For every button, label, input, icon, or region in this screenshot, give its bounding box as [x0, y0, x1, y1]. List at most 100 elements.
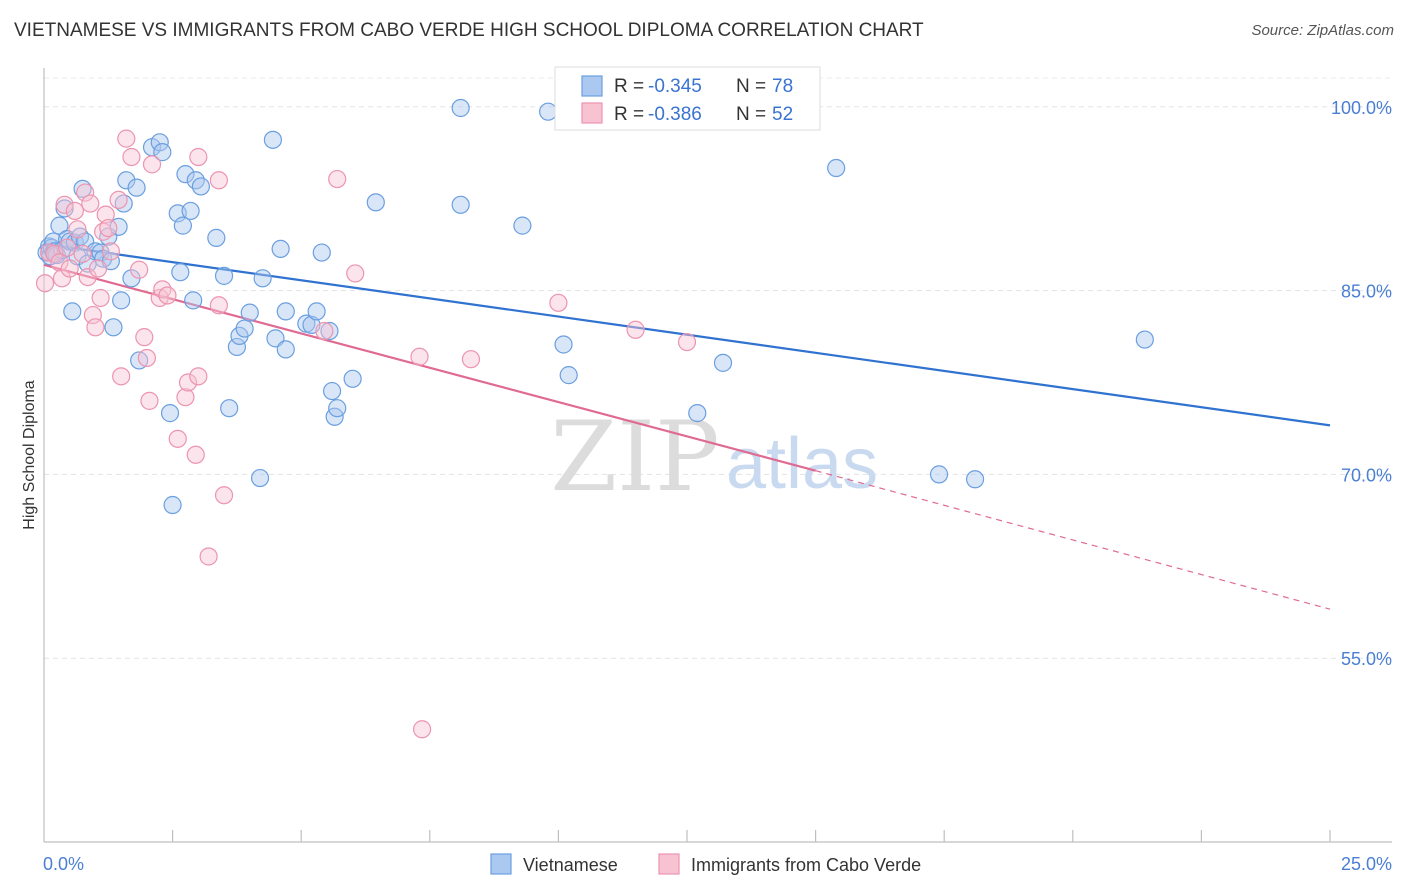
point-vietnamese [276, 302, 295, 321]
point-cabo-verde [86, 318, 105, 337]
point-vietnamese [160, 404, 180, 423]
point-vietnamese [104, 318, 123, 337]
series-legend: Vietnamese Immigrants from Cabo Verde [490, 853, 921, 875]
point-cabo-verde [96, 205, 115, 224]
point-vietnamese [276, 340, 295, 359]
point-vietnamese [343, 369, 362, 388]
stats-r-label-vietnamese: R = [614, 76, 644, 97]
point-cabo-verde [35, 274, 55, 293]
point-cabo-verde [176, 388, 195, 407]
point-vietnamese [176, 165, 195, 184]
stats-n-label-cabo-verde: N = [736, 104, 766, 125]
point-cabo-verde [91, 288, 110, 308]
point-vietnamese [451, 195, 470, 214]
stats-n-value-vietnamese: 78 [772, 76, 793, 97]
point-cabo-verde [346, 264, 365, 283]
y-tick-label: 85.0% [1341, 282, 1392, 302]
point-cabo-verde [99, 218, 118, 238]
point-vietnamese [207, 228, 226, 247]
y-axis-label: High School Diploma [21, 380, 38, 530]
point-cabo-verde [412, 720, 432, 739]
point-vietnamese [220, 399, 239, 418]
x-tick-label-min: 0.0% [43, 854, 84, 874]
trend-line-cabo-verde [43, 263, 816, 472]
point-cabo-verde [117, 129, 136, 148]
point-cabo-verde [130, 260, 149, 279]
y-tick-label: 100.0% [1331, 98, 1392, 118]
legend-label-cabo-verde: Immigrants from Cabo Verde [691, 855, 921, 875]
point-vietnamese [173, 216, 192, 235]
point-vietnamese [117, 171, 136, 190]
point-cabo-verde [81, 194, 100, 213]
point-cabo-verde [76, 183, 95, 202]
point-vietnamese [688, 404, 707, 423]
point-vietnamese [263, 130, 283, 149]
point-cabo-verde [626, 320, 645, 339]
point-vietnamese [713, 353, 733, 372]
axes [43, 68, 1392, 843]
point-cabo-verde [677, 332, 697, 352]
point-vietnamese [539, 102, 558, 121]
point-cabo-verde [209, 296, 228, 315]
point-vietnamese [227, 337, 246, 357]
point-vietnamese [240, 303, 259, 322]
point-vietnamese [929, 465, 949, 484]
trend-lines [43, 242, 1331, 610]
point-vietnamese [1135, 330, 1154, 349]
point-cabo-verde [109, 190, 128, 209]
point-vietnamese [559, 366, 578, 385]
data-points [35, 98, 1154, 739]
point-vietnamese [307, 302, 326, 321]
point-cabo-verde [189, 147, 208, 167]
point-cabo-verde [55, 195, 74, 214]
y-tick-label: 55.0% [1341, 649, 1392, 669]
point-cabo-verde [60, 259, 79, 278]
point-vietnamese [320, 321, 339, 341]
point-cabo-verde [52, 269, 72, 288]
point-cabo-verde [122, 147, 141, 167]
y-tick-labels: 55.0% 70.0% 85.0% 100.0% [1331, 98, 1392, 669]
point-cabo-verde [199, 547, 218, 566]
point-vietnamese [163, 495, 182, 515]
trend-line-vietnamese [43, 242, 1331, 427]
point-vietnamese [191, 177, 210, 196]
chart-title: VIETNAMESE VS IMMIGRANTS FROM CABO VERDE… [14, 20, 924, 41]
point-cabo-verde [135, 328, 154, 347]
point-cabo-verde [158, 286, 177, 305]
source-credit: Source: ZipAtlas.com [1251, 22, 1394, 39]
stats-r-value-vietnamese: -0.345 [648, 76, 702, 97]
point-cabo-verde [214, 486, 234, 505]
stats-r-label-cabo-verde: R = [614, 104, 644, 125]
legend-swatch-vietnamese [490, 853, 512, 875]
point-cabo-verde [178, 373, 198, 392]
stats-n-label-vietnamese: N = [736, 76, 766, 97]
point-vietnamese [366, 193, 385, 212]
stats-swatch-cabo-verde [581, 102, 603, 124]
point-cabo-verde [101, 242, 120, 261]
point-vietnamese [271, 239, 290, 259]
point-cabo-verde [58, 238, 77, 257]
stats-legend: R = -0.345 N = 78 R = -0.386 N = 52 [554, 66, 821, 131]
point-cabo-verde [328, 169, 347, 189]
point-vietnamese [328, 399, 347, 418]
point-vietnamese [63, 302, 82, 321]
point-vietnamese [513, 216, 532, 235]
point-vietnamese [127, 178, 146, 197]
point-cabo-verde [315, 321, 334, 341]
trend-line-cabo-verde-extension [815, 470, 1331, 610]
point-vietnamese [554, 335, 573, 354]
point-cabo-verde [410, 347, 429, 366]
point-cabo-verde [461, 350, 481, 369]
point-vietnamese [184, 291, 203, 310]
point-cabo-verde [549, 293, 568, 312]
point-vietnamese [312, 243, 331, 262]
point-cabo-verde [142, 155, 162, 174]
point-cabo-verde [186, 445, 205, 464]
point-vietnamese [50, 216, 69, 235]
point-cabo-verde [137, 348, 156, 368]
point-cabo-verde [168, 429, 187, 448]
point-cabo-verde [140, 391, 159, 410]
point-vietnamese [153, 143, 172, 162]
point-cabo-verde [189, 367, 208, 386]
